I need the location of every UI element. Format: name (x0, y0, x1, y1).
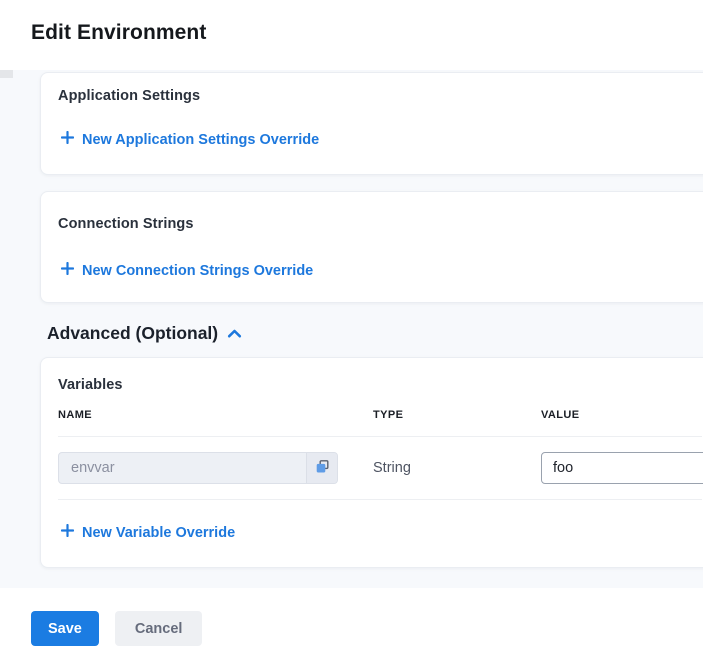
copy-icon (315, 459, 330, 477)
variable-value-cell (541, 452, 703, 484)
advanced-section-title: Advanced (Optional) (47, 323, 219, 343)
variable-name-input-group (58, 452, 338, 484)
application-settings-card: Application Settings New Application Set… (40, 72, 703, 175)
connection-strings-card: Connection Strings New Connection String… (40, 191, 703, 303)
variables-card: Variables NAME TYPE VALUE (40, 357, 703, 568)
column-header-type: TYPE (373, 409, 404, 421)
new-application-settings-override-label: New Application Settings Override (82, 131, 320, 148)
chevron-up-icon (227, 326, 242, 344)
variable-row: String (58, 437, 703, 500)
plus-icon (60, 261, 75, 279)
connection-strings-title: Connection Strings (58, 216, 194, 232)
column-header-name: NAME (58, 409, 92, 421)
new-connection-strings-override-label: New Connection Strings Override (82, 262, 314, 279)
variable-type-value: String (373, 460, 411, 476)
content-area: Application Settings New Application Set… (0, 70, 703, 588)
plus-icon (60, 130, 75, 148)
variable-value-input[interactable] (541, 452, 703, 484)
application-settings-title: Application Settings (58, 88, 201, 104)
variable-name-input (59, 453, 306, 483)
advanced-section-toggle[interactable]: Advanced (Optional) (47, 323, 703, 344)
new-connection-strings-override-link[interactable]: New Connection Strings Override (60, 261, 314, 279)
plus-icon (60, 523, 75, 541)
cancel-button[interactable]: Cancel (114, 611, 203, 646)
save-button[interactable]: Save (31, 611, 99, 646)
variables-title: Variables (58, 377, 123, 393)
page-title: Edit Environment (31, 21, 207, 44)
page-header: Edit Environment (0, 0, 703, 70)
scrollbar-thumb[interactable] (0, 70, 13, 78)
new-variable-override-label: New Variable Override (82, 524, 236, 541)
variables-table-header: NAME TYPE VALUE (58, 409, 702, 437)
new-application-settings-override-link[interactable]: New Application Settings Override (60, 130, 320, 148)
copy-button[interactable] (306, 453, 337, 483)
variable-name-cell (58, 452, 373, 484)
new-variable-override-link[interactable]: New Variable Override (60, 523, 236, 541)
form-actions-footer: Save Cancel (0, 588, 703, 651)
column-header-value: VALUE (541, 409, 580, 421)
variable-type-cell: String (373, 459, 541, 477)
